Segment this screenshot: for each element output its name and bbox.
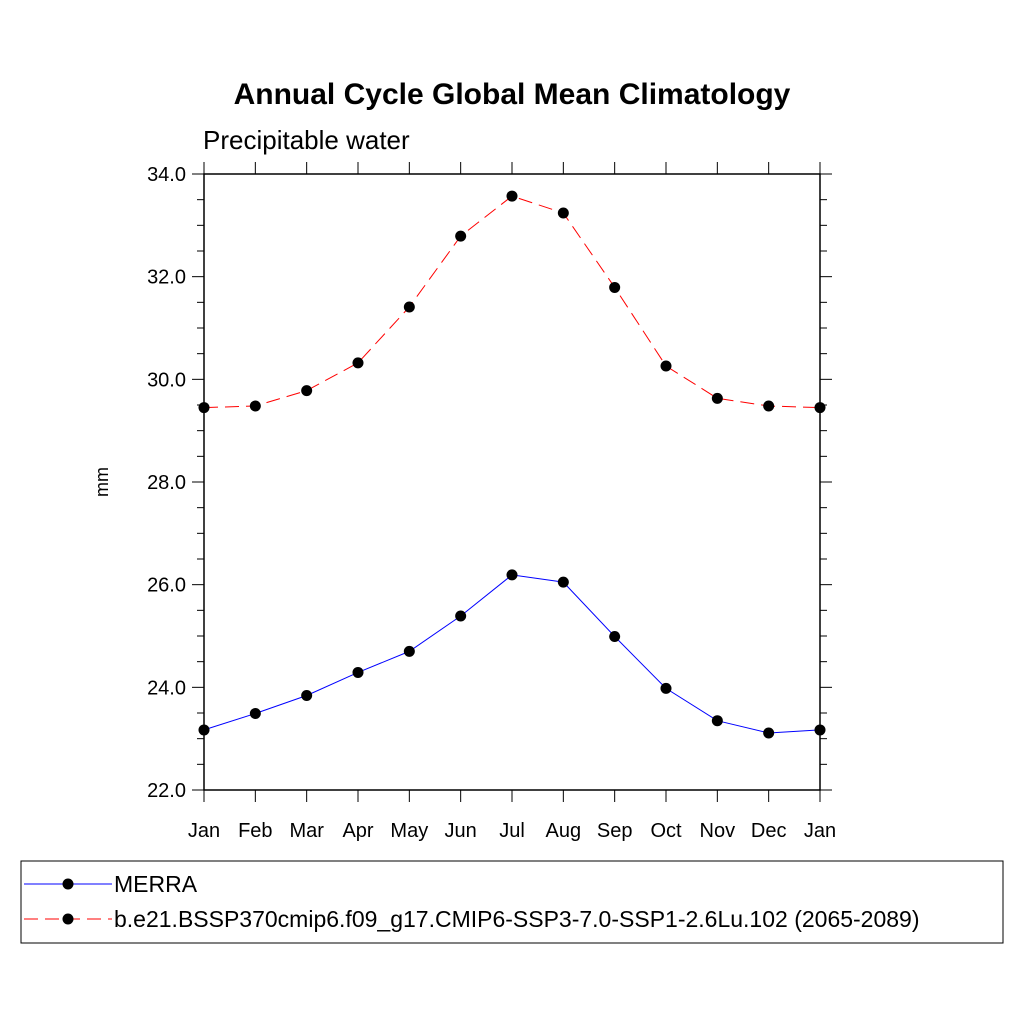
y-tick-label: 22.0 bbox=[147, 780, 186, 802]
data-point-series-2 bbox=[249, 400, 261, 412]
series-markers bbox=[198, 190, 826, 739]
axis-ticks bbox=[192, 162, 832, 802]
legend-marker-1 bbox=[62, 878, 74, 890]
data-point-series-1 bbox=[198, 724, 210, 736]
y-tick-label: 28.0 bbox=[147, 472, 186, 494]
plot-frame bbox=[203, 173, 821, 791]
x-tick-label: Aug bbox=[546, 820, 582, 842]
y-tick-label: 30.0 bbox=[147, 369, 186, 391]
data-point-series-1 bbox=[455, 610, 467, 622]
data-point-series-1 bbox=[711, 715, 723, 727]
legend-label-2: b.e21.BSSP370cmip6.f09_g17.CMIP6-SSP3-7.… bbox=[114, 906, 920, 932]
data-point-series-1 bbox=[557, 576, 569, 588]
data-point-series-2 bbox=[506, 190, 518, 202]
series-line-1 bbox=[203, 574, 821, 734]
y-tick-labels: 22.0 24.0 26.0 28.0 30.0 32.0 34.0 bbox=[147, 164, 186, 802]
y-tick-label: 24.0 bbox=[147, 677, 186, 699]
y-tick-label: 26.0 bbox=[147, 575, 186, 597]
data-point-series-2 bbox=[711, 392, 723, 404]
data-point-series-2 bbox=[814, 402, 826, 414]
data-point-series-1 bbox=[814, 724, 826, 736]
data-point-series-1 bbox=[660, 682, 672, 694]
data-point-series-1 bbox=[763, 727, 775, 739]
y-tick-label: 32.0 bbox=[147, 267, 186, 289]
legend-label-1: MERRA bbox=[114, 871, 198, 897]
x-tick-label: Jan bbox=[188, 820, 220, 842]
data-point-series-1 bbox=[249, 708, 261, 720]
data-point-series-2 bbox=[763, 400, 775, 412]
x-tick-label: Jan bbox=[804, 820, 836, 842]
x-tick-label: Oct bbox=[650, 820, 682, 842]
x-tick-label: Jul bbox=[499, 820, 525, 842]
series-lines bbox=[203, 195, 821, 734]
data-point-series-1 bbox=[403, 645, 415, 657]
data-point-series-2 bbox=[352, 357, 364, 369]
data-point-series-2 bbox=[301, 385, 313, 397]
data-point-series-2 bbox=[455, 230, 467, 242]
x-tick-label: May bbox=[390, 820, 428, 842]
data-point-series-2 bbox=[660, 360, 672, 372]
x-tick-label: Dec bbox=[751, 820, 787, 842]
x-tick-label: Feb bbox=[238, 820, 272, 842]
data-point-series-2 bbox=[198, 402, 210, 414]
chart-subtitle: Precipitable water bbox=[203, 125, 410, 155]
data-point-series-2 bbox=[609, 281, 621, 293]
x-tick-label: Nov bbox=[700, 820, 736, 842]
data-point-series-1 bbox=[609, 631, 621, 643]
x-tick-label: Apr bbox=[342, 820, 373, 842]
x-tick-labels: Jan Feb Mar Apr May Jun Jul Aug Sep Oct Nov Dec Jan bbox=[188, 820, 836, 842]
x-tick-label: Sep bbox=[597, 820, 633, 842]
data-point-series-1 bbox=[352, 666, 364, 678]
chart-title: Annual Cycle Global Mean Climatology bbox=[234, 78, 791, 111]
data-point-series-2 bbox=[403, 301, 415, 313]
data-point-series-1 bbox=[301, 690, 313, 702]
x-tick-label: Mar bbox=[289, 820, 324, 842]
data-point-series-1 bbox=[506, 569, 518, 581]
y-axis-label: mm bbox=[92, 467, 112, 497]
y-tick-label: 34.0 bbox=[147, 164, 186, 186]
series-line-2 bbox=[203, 195, 821, 409]
x-tick-label: Jun bbox=[445, 820, 477, 842]
data-point-series-2 bbox=[557, 207, 569, 219]
legend: MERRA b.e21.BSSP370cmip6.f09_g17.CMIP6-SS… bbox=[24, 871, 920, 932]
legend-box bbox=[20, 860, 1004, 944]
legend-marker-2 bbox=[62, 913, 74, 925]
